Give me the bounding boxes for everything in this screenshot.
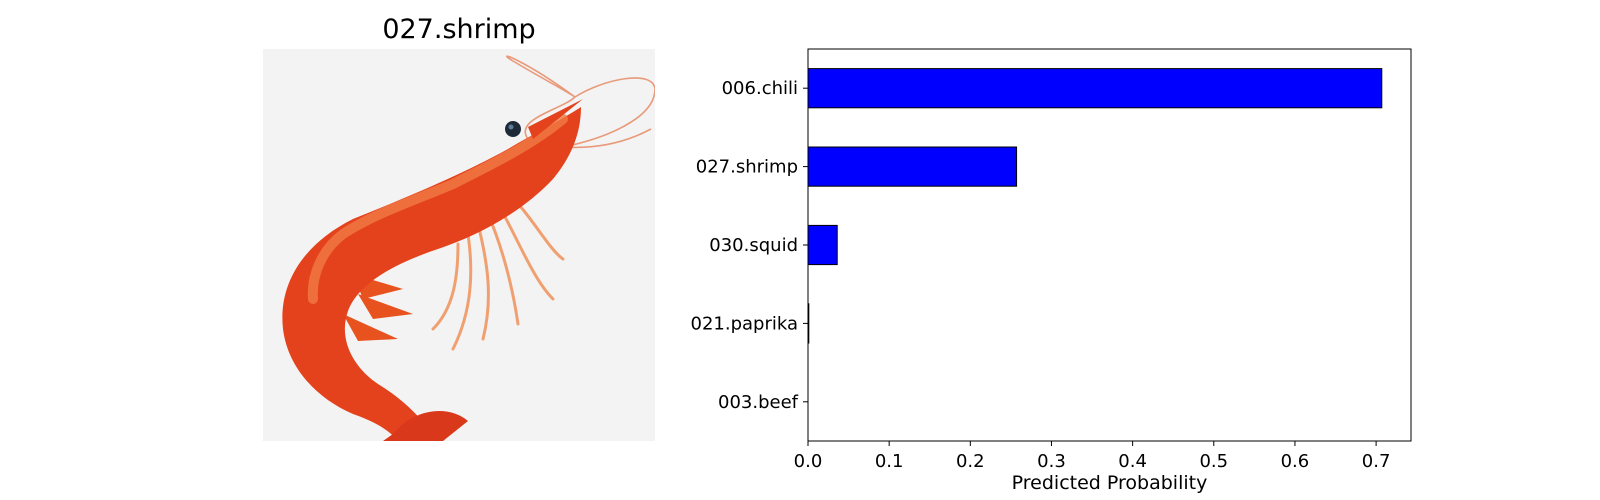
shrimp-illustration (282, 55, 656, 441)
x-tick-label: 0.6 (1281, 451, 1310, 472)
bar-006-chili (807, 68, 1383, 109)
shrimp-photo (263, 49, 656, 441)
bar-021-paprika (807, 303, 810, 344)
x-axis-label: Predicted Probability (1012, 472, 1208, 494)
x-tick-label: 0.3 (1037, 451, 1066, 472)
y-tick-label: 021.paprika (691, 313, 799, 334)
y-tick-label: 006.chili (722, 78, 798, 99)
x-tick-label: 0.5 (1199, 451, 1228, 472)
x-tick-label: 0.2 (956, 451, 985, 472)
y-tick-label: 027.shrimp (696, 157, 798, 178)
image-title: 027.shrimp (382, 14, 536, 45)
y-tick-label: 030.squid (709, 235, 798, 256)
bar-030-squid (807, 224, 838, 266)
x-tick-label: 0.7 (1362, 451, 1391, 472)
x-tick-label: 0.4 (1118, 451, 1147, 472)
x-tick-label: 0.1 (875, 451, 904, 472)
x-tick-label: 0.0 (794, 451, 823, 472)
y-tick-label: 003.beef (718, 392, 799, 413)
bar-027-shrimp (807, 146, 1018, 187)
